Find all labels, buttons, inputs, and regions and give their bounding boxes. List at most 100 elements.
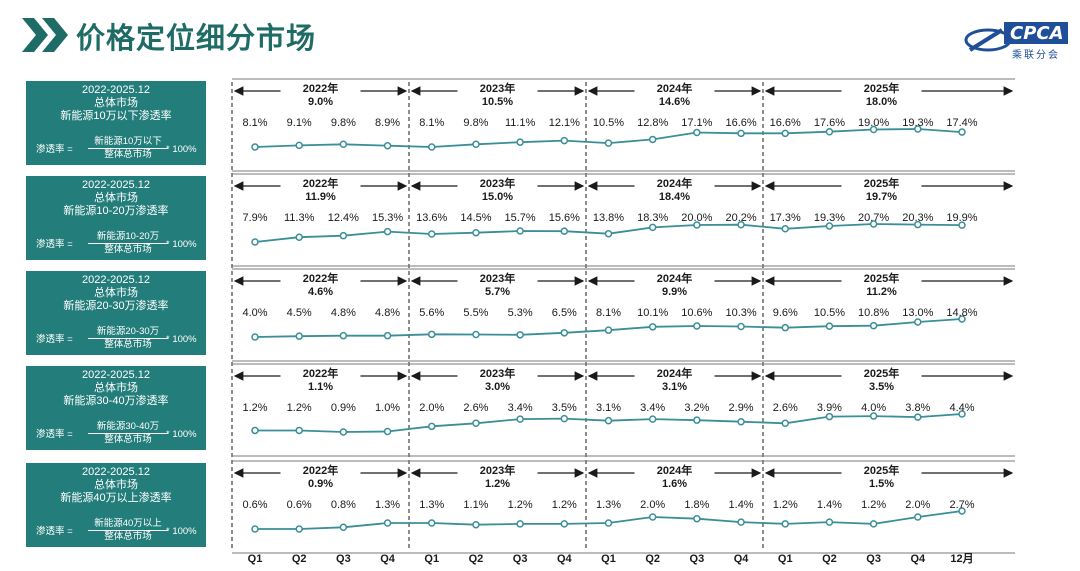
formula-rhs: * 100% — [166, 144, 197, 155]
page-title: 价格定位细分市场 — [76, 23, 317, 55]
year-label: 2025年 — [864, 176, 899, 190]
data-point — [472, 520, 480, 529]
data-label: 6.5% — [552, 307, 577, 319]
data-label: 19.9% — [946, 212, 977, 224]
data-label: 0.8% — [331, 499, 356, 511]
data-point — [383, 427, 392, 436]
panel-market: 总体市场 — [94, 287, 138, 299]
data-label: 4.0% — [242, 307, 267, 319]
year-total-label: 4.6% — [308, 286, 333, 298]
data-point — [295, 525, 303, 533]
data-label: 20.0% — [681, 212, 712, 224]
data-point — [516, 520, 524, 528]
data-label: 9.8% — [463, 117, 488, 129]
data-label: 1.2% — [242, 402, 267, 414]
data-point — [604, 229, 613, 238]
year-label: 2024年 — [657, 463, 692, 477]
formula: 渗透率 = 新能源20-30万 整体总市场 * 100% — [34, 326, 204, 352]
data-label: 2.6% — [463, 402, 488, 414]
data-point — [825, 127, 834, 136]
chevron-right-icon — [22, 18, 68, 52]
data-label: 1.2% — [861, 499, 886, 511]
formula-denominator: 整体总市场 — [104, 434, 152, 445]
x-tick-label: Q3 — [690, 553, 705, 565]
formula-fraction: 新能源30-40万 整体总市场 — [88, 421, 168, 446]
formula: 渗透率 = 新能源30-40万 整体总市场 * 100% — [34, 421, 204, 447]
data-point — [693, 322, 701, 330]
x-tick-label: Q2 — [645, 553, 660, 565]
formula-lhs: 渗透率 = — [36, 526, 73, 537]
data-label: 4.4% — [949, 402, 974, 414]
data-label: 3.4% — [508, 402, 533, 414]
panel-period: 2022-2025.12 — [82, 84, 150, 96]
data-label: 15.3% — [372, 212, 403, 224]
data-label: 20.2% — [725, 212, 756, 224]
x-tick-label: Q1 — [248, 553, 263, 565]
year-total-label: 11.9% — [305, 191, 336, 203]
data-point — [958, 410, 966, 418]
data-label: 8.1% — [242, 117, 267, 129]
panel-market: 总体市场 — [94, 192, 138, 204]
formula-numerator: 新能源10万以下 — [88, 136, 168, 149]
data-point — [383, 519, 392, 527]
data-label: 19.3% — [902, 117, 933, 129]
data-point — [958, 128, 966, 136]
data-label: 10.5% — [593, 117, 624, 129]
data-label: 13.0% — [902, 307, 933, 319]
formula-lhs: 渗透率 = — [36, 334, 73, 345]
data-point — [914, 318, 922, 326]
data-label: 17.6% — [814, 117, 845, 129]
data-label: 10.1% — [637, 307, 668, 319]
data-point — [560, 520, 569, 528]
year-label: 2024年 — [657, 81, 692, 95]
data-label: 7.9% — [242, 212, 267, 224]
row-panel: 2022-2025.12 总体市场 新能源40万以上渗透率 渗透率 = 新能源40万以上… — [26, 463, 206, 547]
data-point — [251, 525, 259, 533]
data-label: 17.1% — [681, 117, 712, 129]
year-label: 2024年 — [657, 271, 692, 285]
data-point — [781, 323, 789, 332]
data-label: 8.1% — [596, 307, 621, 319]
formula: 渗透率 = 新能源10万以下 整体总市场 * 100% — [34, 136, 204, 162]
year-total-label: 0.9% — [308, 478, 333, 490]
formula-numerator: 新能源40万以上 — [88, 518, 168, 531]
data-point — [251, 333, 259, 341]
data-point — [604, 519, 613, 527]
year-label: 2023年 — [480, 176, 515, 190]
year-label: 2022年 — [303, 366, 338, 380]
year-label: 2022年 — [303, 81, 338, 95]
data-point — [339, 428, 348, 436]
data-point — [825, 322, 834, 330]
data-label: 2.0% — [419, 402, 444, 414]
data-label: 5.5% — [463, 307, 488, 319]
data-label: 1.3% — [375, 499, 400, 511]
data-point — [428, 519, 436, 527]
data-label: 2.9% — [729, 402, 754, 414]
cpca-logo-icon — [964, 22, 1068, 52]
row-panel: 2022-2025.12 总体市场 新能源10万以下渗透率 渗透率 = 新能源10万以下… — [26, 81, 206, 165]
data-label: 1.2% — [287, 402, 312, 414]
data-label: 4.5% — [287, 307, 312, 319]
formula-lhs: 渗透率 = — [36, 144, 73, 155]
data-point — [648, 513, 657, 521]
data-label: 3.8% — [905, 402, 930, 414]
year-label: 2022年 — [303, 463, 338, 477]
data-label: 2.0% — [905, 499, 930, 511]
data-point — [295, 332, 303, 340]
year-total-label: 18.0% — [866, 96, 897, 108]
data-point — [516, 138, 524, 146]
data-label: 4.0% — [861, 402, 886, 414]
data-label: 10.8% — [858, 307, 889, 319]
data-label: 1.8% — [684, 499, 709, 511]
data-label: 16.6% — [725, 117, 756, 129]
year-total-label: 14.6% — [659, 96, 690, 108]
data-label: 3.4% — [640, 402, 665, 414]
x-tick-label: Q4 — [380, 553, 396, 565]
data-point — [472, 330, 480, 339]
data-label: 19.3% — [814, 212, 845, 224]
data-point — [914, 513, 922, 521]
data-point — [604, 416, 613, 425]
data-point — [295, 141, 303, 150]
data-label: 13.8% — [593, 212, 624, 224]
formula-denominator: 整体总市场 — [104, 244, 152, 255]
